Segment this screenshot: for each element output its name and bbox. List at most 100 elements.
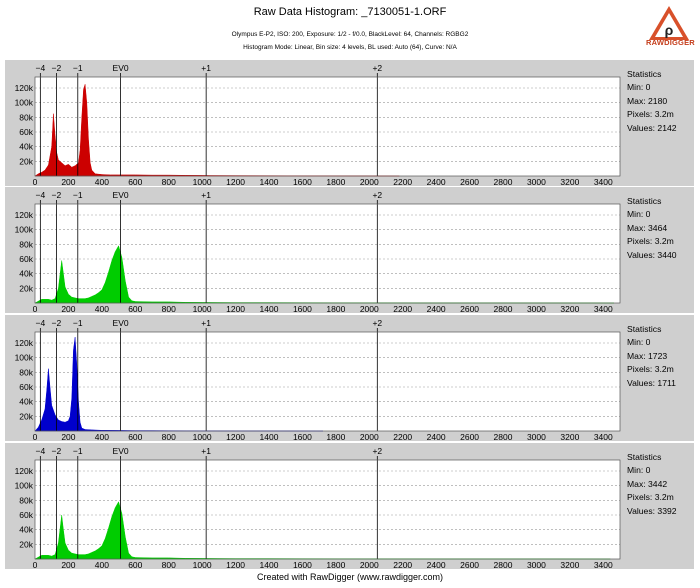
ev-marker-label: −4: [35, 190, 45, 200]
x-tick-label: 1200: [226, 304, 245, 313]
stats-min: Min: 0: [627, 82, 651, 93]
x-tick-label: 1000: [193, 432, 212, 441]
stats-values: Values: 3440: [627, 249, 677, 260]
ev-marker-label: +2: [372, 63, 382, 73]
x-tick-label: 2800: [494, 432, 513, 441]
ev-marker-label: +1: [201, 190, 211, 200]
plot-border: [34, 331, 621, 432]
x-tick-label: 2200: [393, 177, 412, 186]
ev-marker-label: +2: [372, 318, 382, 328]
y-tick-label: 20k: [19, 411, 33, 421]
x-tick-label: 3200: [560, 560, 579, 569]
histogram-panel-g2: 20k 40k 60k 80k 100k 120k 0 200 400 600 800 1000 120…: [5, 443, 694, 569]
x-tick-label: 200: [61, 432, 75, 441]
x-tick-label: 2000: [360, 560, 379, 569]
stats-pixels: Pixels: 3.2m: [627, 492, 674, 503]
x-tick-label: 200: [61, 304, 75, 313]
plot-border: [34, 203, 621, 304]
y-tick-label: 100k: [15, 225, 34, 235]
x-tick-label: 2600: [460, 304, 479, 313]
x-tick-label: 200: [61, 560, 75, 569]
y-tick-label: 80k: [19, 495, 33, 505]
histogram-area: [34, 245, 615, 304]
x-tick-label: 200: [61, 177, 75, 186]
y-tick-label: 80k: [19, 367, 33, 377]
x-tick-label: 1400: [260, 560, 279, 569]
stats-min: Min: 0: [627, 209, 651, 220]
footer-credit: Created with RawDigger (www.rawdigger.co…: [256, 572, 444, 582]
ev-marker-label: +2: [372, 190, 382, 200]
window-title: Raw Data Histogram: _7130051-1.ORF: [253, 6, 447, 18]
x-tick-label: 600: [128, 560, 142, 569]
ev-marker-label: −1: [73, 190, 83, 200]
ev-marker-label: −2: [52, 446, 62, 456]
stats-block: Statistics Min: 0 Max: 1723 Pixels: 3.2m…: [627, 323, 693, 390]
histogram-chart-r: 20k 40k 60k 80k 100k 120k 0 200 400 600 800 1000 120…: [15, 63, 621, 186]
ev-marker-label: −1: [73, 318, 83, 328]
histogram-panel-b: 20k 40k 60k 80k 100k 120k 0 200 400 600 800 1000 120…: [5, 315, 694, 441]
ev-marker-label: −2: [52, 190, 62, 200]
ev-marker-label: −2: [52, 318, 62, 328]
x-tick-label: 3400: [594, 304, 613, 313]
x-tick-label: 2400: [427, 560, 446, 569]
x-tick-label: 1600: [293, 304, 312, 313]
y-tick-label: 80k: [19, 112, 33, 122]
stats-block: Statistics Min: 0 Max: 3464 Pixels: 3.2m…: [627, 195, 693, 262]
x-tick-label: 0: [33, 560, 38, 569]
stats-heading: Statistics: [627, 69, 662, 79]
x-tick-label: 1400: [260, 432, 279, 441]
stats-max: Max: 2180: [627, 95, 668, 106]
x-tick-label: 2800: [494, 177, 513, 186]
x-tick-label: 1000: [193, 560, 212, 569]
x-tick-label: 3200: [560, 177, 579, 186]
x-tick-label: 1000: [193, 304, 212, 313]
x-tick-label: 1800: [326, 560, 345, 569]
x-tick-label: 400: [95, 304, 109, 313]
histogram-area: [34, 501, 611, 560]
stats-block: Statistics Min: 0 Max: 2180 Pixels: 3.2m…: [627, 68, 693, 135]
y-tick-label: 60k: [19, 382, 33, 392]
stats-values: Values: 3392: [627, 505, 677, 516]
ev-marker-label: −4: [35, 63, 45, 73]
x-tick-label: 3200: [560, 432, 579, 441]
x-tick-label: 3400: [594, 432, 613, 441]
y-tick-label: 60k: [19, 127, 33, 137]
x-tick-label: 1200: [226, 560, 245, 569]
y-tick-label: 120k: [15, 466, 34, 476]
y-tick-label: 40k: [19, 142, 33, 152]
histogram-chart-b: 20k 40k 60k 80k 100k 120k 0 200 400 600 800 1000 120…: [15, 318, 621, 441]
x-tick-label: 3000: [527, 304, 546, 313]
stats-min: Min: 0: [627, 465, 651, 476]
x-tick-label: 400: [95, 432, 109, 441]
x-tick-label: 600: [128, 177, 142, 186]
x-tick-label: 2800: [494, 560, 513, 569]
stats-max: Max: 3464: [627, 222, 668, 233]
ev-marker-label: +1: [201, 318, 211, 328]
x-tick-label: 1800: [326, 432, 345, 441]
x-tick-label: 600: [128, 432, 142, 441]
stats-max: Max: 3442: [627, 478, 668, 489]
ev-marker-label: −1: [73, 446, 83, 456]
ev-marker-label: −1: [73, 63, 83, 73]
y-tick-label: 100k: [15, 353, 34, 363]
x-tick-label: 3000: [527, 177, 546, 186]
x-tick-label: 2800: [494, 304, 513, 313]
y-tick-label: 80k: [19, 239, 33, 249]
logo-wordmark: RAWDIGGER: [646, 38, 695, 47]
x-tick-label: 1400: [260, 304, 279, 313]
y-tick-label: 120k: [15, 83, 34, 93]
y-tick-label: 40k: [19, 269, 33, 279]
plot-area: [35, 460, 620, 559]
stats-pixels: Pixels: 3.2m: [627, 109, 674, 120]
stats-pixels: Pixels: 3.2m: [627, 364, 674, 375]
stats-max: Max: 1723: [627, 350, 668, 361]
y-tick-label: 120k: [15, 210, 34, 220]
y-tick-label: 20k: [19, 156, 33, 166]
stats-heading: Statistics: [627, 324, 662, 334]
plot-border: [34, 76, 621, 177]
y-tick-label: 100k: [15, 98, 34, 108]
ev-marker-label: EV0: [113, 446, 129, 456]
x-tick-label: 2600: [460, 560, 479, 569]
svg-text:ρ: ρ: [665, 22, 674, 38]
x-tick-label: 1800: [326, 177, 345, 186]
